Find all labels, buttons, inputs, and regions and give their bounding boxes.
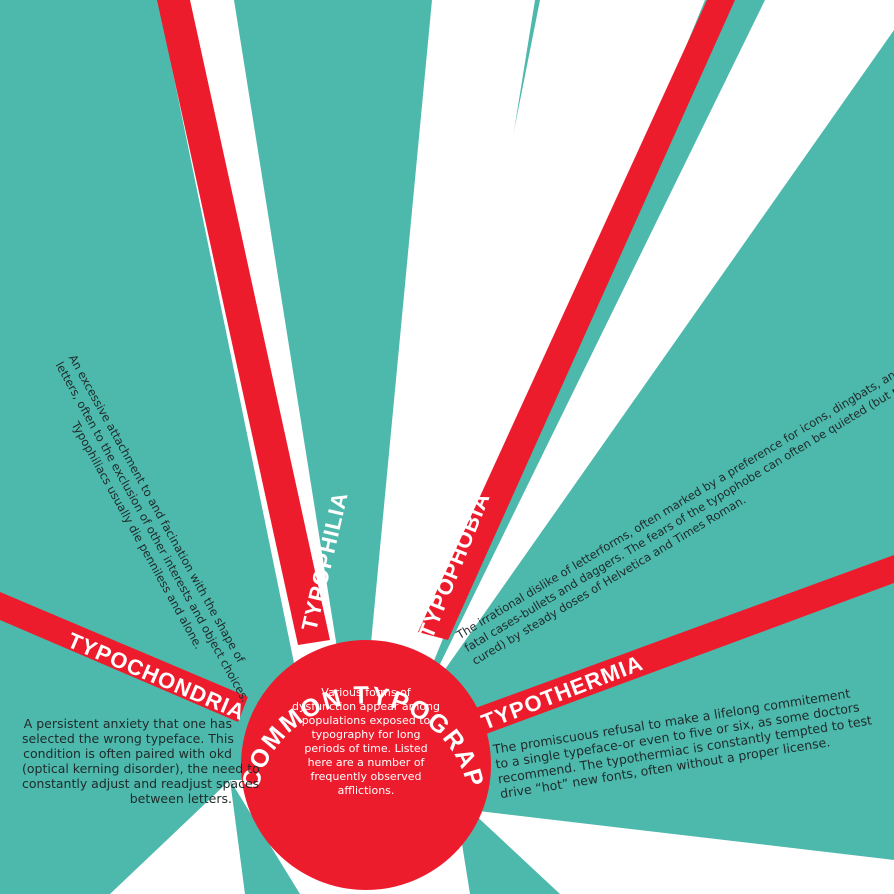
white-wedge-right [420,0,894,705]
desc-line: (optical kerning disorder), the need to [22,761,260,776]
desc-typochondria: A persistent anxiety that one has select… [22,716,260,806]
intro-text: Various forms of dysfunction appear amon… [291,686,441,797]
desc-line: between letters. [129,791,232,806]
teal-wedge-left [0,0,318,780]
white-gap-low-right [470,810,894,894]
desc-line: A persistent anxiety that one has [23,716,232,731]
ray-typothermia [470,555,894,737]
ray-typochondria [0,592,248,722]
teal-band-low-right [455,590,894,894]
ray-typophobia [418,0,735,640]
desc-line: constantly adjust and readjust spaces [22,776,260,791]
ray-typophilia [157,0,330,645]
desc-line: selected the wrong typeface. This [22,731,234,746]
teal-wedge-bottom-left [0,780,230,894]
desc-line: condition is often paired with okd [23,746,232,761]
title-circle [241,640,491,890]
teal-wedge-top [234,0,432,780]
